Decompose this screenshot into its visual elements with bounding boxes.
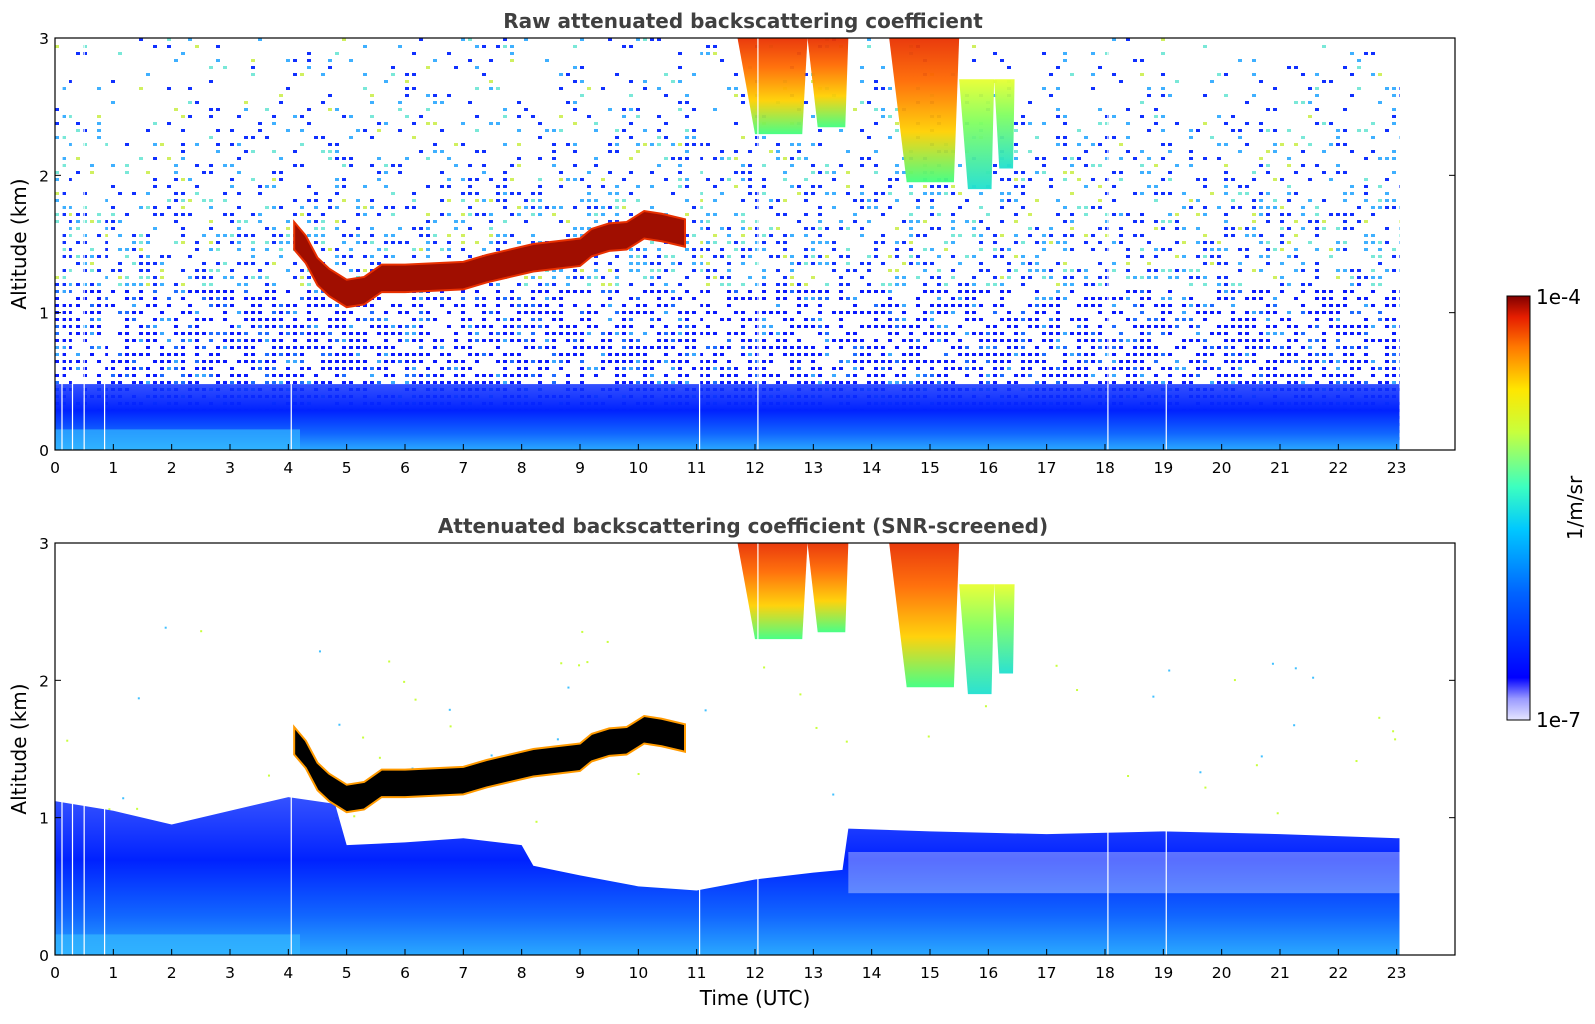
y-tick-label: 2 (39, 672, 49, 690)
x-tick-label: 4 (283, 459, 293, 477)
x-tick-label: 11 (687, 459, 707, 477)
cloud-layer (294, 716, 685, 812)
precipitation-streaks (738, 543, 1015, 694)
x-tick-label: 3 (225, 459, 235, 477)
x-tick-label: 12 (745, 459, 765, 477)
heatmap-area (55, 38, 1403, 450)
y-tick-label: 0 (39, 947, 49, 965)
precip-streak-3 (889, 38, 959, 182)
x-tick-label: 20 (1212, 459, 1232, 477)
x-tick-label: 8 (517, 964, 527, 982)
x-tick-label: 6 (400, 459, 410, 477)
x-tick-label: 4 (283, 964, 293, 982)
precip-streak-5 (994, 79, 1014, 168)
x-tick-label: 21 (1270, 459, 1290, 477)
precip-streak-3 (889, 543, 959, 687)
panel-title: Attenuated backscattering coefficient (S… (438, 514, 1048, 538)
x-axis-label: Time (UTC) (699, 986, 811, 1010)
x-tick-label: 17 (1037, 964, 1057, 982)
x-tick-label: 17 (1037, 459, 1057, 477)
x-tick-label: 10 (628, 964, 648, 982)
precip-streak-1 (738, 38, 808, 134)
x-tick-label: 1 (108, 459, 118, 477)
precip-streak-2 (808, 38, 849, 127)
y-tick-label: 1 (39, 305, 49, 323)
x-tick-label: 18 (1095, 459, 1115, 477)
x-tick-label: 19 (1153, 964, 1173, 982)
x-tick-label: 16 (978, 964, 998, 982)
x-tick-label: 5 (342, 964, 352, 982)
x-tick-label: 2 (167, 964, 177, 982)
y-tick-label: 1 (39, 810, 49, 828)
colorbar-gradient (1507, 296, 1530, 720)
heatmap-area (55, 543, 1400, 955)
y-axis-label: Altitude (km) (7, 178, 31, 309)
x-tick-label: 0 (50, 459, 60, 477)
x-tick-label: 22 (1328, 964, 1348, 982)
panel-title: Raw attenuated backscattering coefficien… (503, 9, 983, 33)
x-tick-label: 16 (978, 459, 998, 477)
precip-streak-1 (738, 543, 808, 639)
x-tick-label: 18 (1095, 964, 1115, 982)
x-tick-label: 22 (1328, 459, 1348, 477)
x-tick-label: 6 (400, 964, 410, 982)
x-tick-label: 14 (862, 964, 882, 982)
x-tick-label: 15 (920, 964, 940, 982)
colorbar-min-label: 1e-7 (1536, 708, 1581, 732)
colorbar-unit-label: 1/m/sr (1563, 475, 1587, 540)
boundary-layer (55, 797, 1400, 955)
y-tick-label: 0 (39, 442, 49, 460)
precip-streak-4 (959, 79, 994, 189)
x-tick-label: 2 (167, 459, 177, 477)
y-axis-label: Altitude (km) (7, 683, 31, 814)
x-tick-label: 0 (50, 964, 60, 982)
colorbar: 1e-4 1e-7 1/m/sr (1507, 285, 1587, 732)
x-tick-label: 7 (458, 459, 468, 477)
cloud-layer (294, 211, 685, 307)
y-tick-label: 3 (39, 535, 49, 553)
speckles (66, 627, 1396, 823)
colorbar-max-label: 1e-4 (1536, 285, 1581, 309)
x-tick-label: 13 (803, 964, 823, 982)
x-tick-label: 19 (1153, 459, 1173, 477)
precip-streak-4 (959, 584, 994, 694)
x-tick-label: 9 (575, 459, 585, 477)
y-tick-label: 3 (39, 30, 49, 48)
x-tick-label: 23 (1387, 964, 1407, 982)
x-tick-label: 1 (108, 964, 118, 982)
x-tick-label: 8 (517, 459, 527, 477)
x-tick-label: 9 (575, 964, 585, 982)
precip-streak-5 (994, 584, 1014, 673)
x-tick-label: 11 (687, 964, 707, 982)
x-tick-label: 23 (1387, 459, 1407, 477)
x-tick-label: 13 (803, 459, 823, 477)
x-tick-label: 10 (628, 459, 648, 477)
x-tick-label: 20 (1212, 964, 1232, 982)
x-tick-label: 15 (920, 459, 940, 477)
precip-streak-2 (808, 543, 849, 632)
x-tick-label: 14 (862, 459, 882, 477)
x-tick-label: 12 (745, 964, 765, 982)
y-tick-label: 2 (39, 167, 49, 185)
x-tick-label: 21 (1270, 964, 1290, 982)
x-tick-label: 7 (458, 964, 468, 982)
x-tick-label: 5 (342, 459, 352, 477)
x-tick-label: 3 (225, 964, 235, 982)
boundary-layer (55, 384, 1400, 450)
